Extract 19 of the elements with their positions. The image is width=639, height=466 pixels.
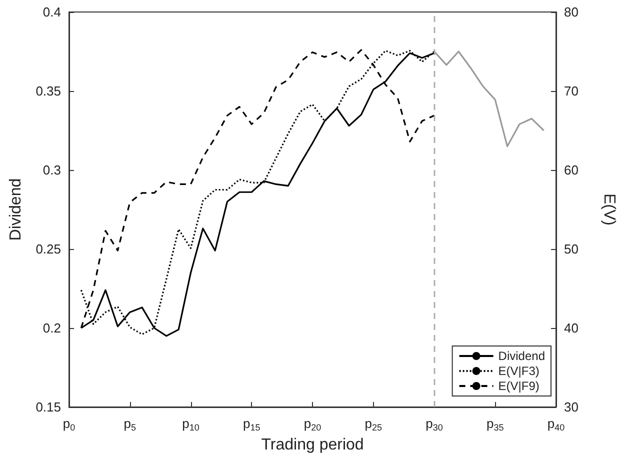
y-axis-title: Dividend	[8, 178, 24, 241]
y2-tick-label: 60	[564, 162, 578, 178]
y2-axis-title: E(V)	[600, 194, 618, 226]
y2-tick-label: 40	[564, 320, 578, 336]
y2-tick-label: 80	[564, 4, 578, 20]
x-axis-title: Trading period	[261, 436, 364, 454]
y-tick-label: 0.3	[42, 162, 61, 178]
legend-label: Dividend	[498, 349, 546, 363]
y2-tick-label: 30	[564, 400, 578, 414]
line-series	[433, 50, 545, 148]
y-tick-label: 0.35	[36, 84, 61, 98]
legend-label: E(V|F9)	[498, 379, 540, 393]
y-tick-label: 0.15	[36, 400, 61, 414]
y-tick-label: 0.4	[42, 4, 61, 20]
legend-label: E(V|F3)	[498, 364, 540, 378]
y2-tick-label: 70	[564, 84, 578, 98]
y-tick-label: 0.2	[42, 320, 61, 336]
y2-tick-label: 50	[564, 242, 578, 256]
y-tick-label: 0.25	[36, 242, 61, 256]
